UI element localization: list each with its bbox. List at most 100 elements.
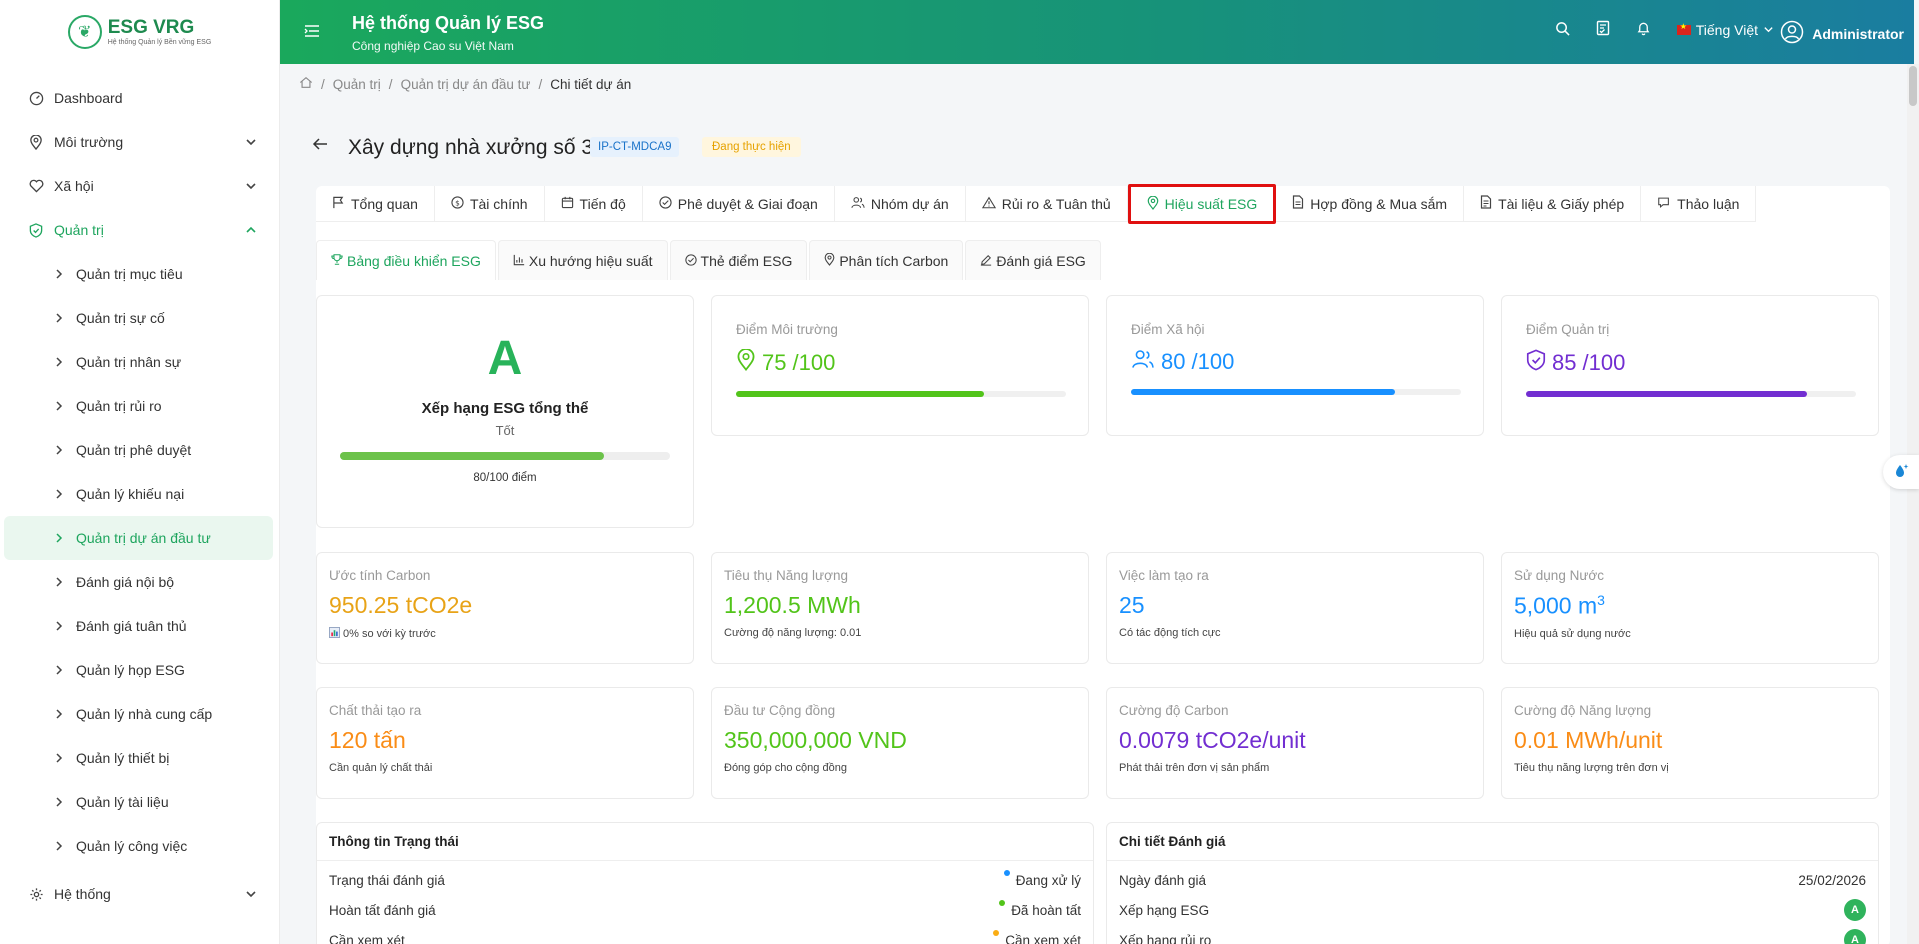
project-code-badge: IP-CT-MDCA9 — [590, 137, 680, 157]
tab-team[interactable]: Nhóm dự án — [834, 186, 966, 222]
sidebar-subitem[interactable]: Quản trị dự án đầu tư — [4, 516, 273, 560]
language-selector[interactable]: Tiếng Việt — [1676, 22, 1774, 38]
subtab-scorecard[interactable]: Thẻ điểm ESG — [669, 240, 808, 280]
sidebar-subitem-label: Quản trị sự cố — [76, 310, 165, 326]
subtab-carbon-analysis[interactable]: Phân tích Carbon — [809, 240, 964, 280]
tab-finance[interactable]: $ Tài chính — [434, 186, 545, 222]
shield-check-icon — [28, 222, 44, 238]
status-value: Cần xem xét — [1005, 932, 1081, 944]
sidebar-subitem[interactable]: Đánh giá nội bộ — [0, 560, 279, 604]
metric-note: Tiêu thụ năng lượng trên đơn vị — [1514, 762, 1669, 774]
tab-progress[interactable]: Tiến độ — [544, 186, 643, 222]
chart-icon — [329, 627, 340, 641]
overall-grade: A — [487, 332, 523, 385]
sidebar-subitem[interactable]: Quản lý công việc — [0, 824, 279, 868]
score-bar — [1131, 389, 1461, 395]
sidebar-item-label: Môi trường — [54, 134, 124, 150]
chevron-right-icon — [54, 620, 64, 632]
sidebar-subitem[interactable]: Quản trị mục tiêu — [0, 252, 279, 296]
breadcrumb-link[interactable]: Quản trị — [332, 76, 381, 92]
sidebar-subitem[interactable]: Quản trị sự cố — [0, 296, 279, 340]
sidebar-subitem-label: Quản trị rủi ro — [76, 398, 162, 414]
tab-label: Hiệu suất ESG — [1164, 196, 1258, 212]
score-bar — [1526, 391, 1856, 397]
sidebar-subitem[interactable]: Quản trị nhân sự — [0, 340, 279, 384]
metric-label: Cường độ Năng lượng — [1514, 703, 1652, 718]
sidebar-item-label: Dashboard — [54, 90, 123, 106]
tab-approval[interactable]: Phê duyệt & Giai đoạn — [642, 186, 835, 222]
tab-label: Tiến độ — [579, 195, 626, 212]
top-header: Hệ thống Quản lý ESG Công nghiệp Cao su … — [280, 0, 1914, 64]
chevron-right-icon — [54, 356, 64, 368]
metric-energy-consumption: Tiêu thụ Năng lượng 1,200.5 MWh Cường độ… — [711, 552, 1089, 664]
user-name: Administrator — [1812, 25, 1904, 42]
sidebar-subitem[interactable]: Quản lý tài liệu — [0, 780, 279, 824]
grade-badge: A — [1844, 899, 1866, 921]
chevron-right-icon — [54, 708, 64, 720]
sidebar-item-dashboard[interactable]: Dashboard — [0, 76, 279, 120]
chevron-down-icon — [245, 135, 257, 151]
tab-documents[interactable]: Tài liệu & Giấy phép — [1464, 186, 1642, 222]
status-dot — [999, 900, 1006, 906]
tab-label: Thảo luận — [1677, 195, 1740, 212]
grade-badge: A — [1844, 929, 1866, 944]
search-icon[interactable] — [1555, 21, 1570, 39]
home-icon[interactable] — [299, 76, 313, 92]
metric-label: Ước tính Carbon — [329, 568, 431, 583]
chevron-right-icon — [54, 664, 64, 676]
score-label: Điểm Môi trường — [736, 322, 838, 337]
sidebar-item-system[interactable]: Hệ thống — [0, 872, 279, 916]
menu-toggle-icon[interactable] — [304, 24, 320, 41]
chevron-right-icon — [54, 312, 64, 324]
evaluation-detail-title: Chi tiết Đánh giá — [1107, 823, 1878, 861]
tab-contracts[interactable]: Hợp đồng & Mua sắm — [1276, 186, 1465, 222]
tab-esg-performance[interactable]: Hiệu suất ESG — [1127, 184, 1277, 224]
page-scrollbar[interactable] — [1907, 64, 1919, 944]
metric-note: Hiệu quả sử dụng nước — [1514, 627, 1631, 640]
sidebar-subitem[interactable]: Đánh giá tuân thủ — [0, 604, 279, 648]
metric-carbon-intensity: Cường độ Carbon 0.0079 tCO2e/unit Phát t… — [1106, 687, 1484, 799]
sidebar-subitem[interactable]: Quản lý nhà cung cấp — [0, 692, 279, 736]
tab-overview[interactable]: Tổng quan — [316, 186, 435, 222]
metric-label: Sử dụng Nước — [1514, 568, 1604, 583]
metric-value: 0.01 MWh/unit — [1514, 727, 1663, 753]
sidebar-subitem[interactable]: Quản trị phê duyệt — [0, 428, 279, 472]
user-menu[interactable]: Administrator — [1780, 20, 1904, 47]
sidebar-subitem[interactable]: Quản trị rủi ro — [0, 384, 279, 428]
breadcrumb-link[interactable]: Quản trị dự án đầu tư — [400, 76, 531, 92]
score-value: 75 — [762, 350, 787, 375]
chevron-right-icon — [54, 752, 64, 764]
calendar-icon — [561, 196, 574, 212]
sidebar-item-governance[interactable]: Quản trị — [0, 208, 279, 252]
metric-value: 1,200.5 MWh — [724, 592, 861, 618]
brand-logo[interactable]: ❦ ESG VRG Hệ thống Quản lý Bền vững ESG — [0, 0, 279, 64]
tab-label: Hợp đồng & Mua sắm — [1310, 195, 1448, 212]
status-row: Hoàn tất đánh giá Đã hoàn tất — [317, 895, 1093, 925]
tab-risk[interactable]: Rủi ro & Tuân thủ — [965, 186, 1128, 222]
sidebar-subitem[interactable]: Quản lý họp ESG — [0, 648, 279, 692]
gear-icon — [28, 886, 44, 902]
metric-note: Cần quản lý chất thải — [329, 762, 433, 774]
sidebar-subitem-label: Quản lý khiếu nại — [76, 486, 185, 502]
back-arrow-icon[interactable] — [312, 137, 328, 154]
subtab-label: Đánh giá ESG — [996, 252, 1086, 269]
sidebar-item-environment[interactable]: Môi trường — [0, 120, 279, 164]
sidebar-subitem[interactable]: Quản lý khiếu nại — [0, 472, 279, 516]
sidebar-subitem-label: Quản lý nhà cung cấp — [76, 706, 213, 722]
subtab-esg-dashboard[interactable]: Bảng điều khiển ESG — [316, 240, 496, 280]
subtab-performance-trend[interactable]: Xu hướng hiệu suất — [497, 240, 668, 280]
floating-assistant-button[interactable] — [1883, 455, 1919, 489]
tasks-icon[interactable] — [1596, 20, 1610, 39]
sidebar-subitem-label: Quản trị nhân sự — [76, 354, 182, 370]
sidebar-subitem[interactable]: Quản lý thiết bị — [0, 736, 279, 780]
metric-waste-generated: Chất thải tạo ra 120 tấn Cần quản lý chấ… — [316, 687, 694, 799]
bell-icon[interactable] — [1636, 20, 1651, 39]
environment-score-card: Điểm Môi trường 75/100 — [711, 295, 1089, 436]
metric-value: 25 — [1119, 592, 1145, 618]
tab-discussion[interactable]: Thảo luận — [1641, 186, 1757, 222]
subtab-esg-evaluation[interactable]: Đánh giá ESG — [965, 240, 1101, 280]
tab-label: Rủi ro & Tuân thủ — [1001, 195, 1111, 212]
sidebar-subitem-label: Quản lý công việc — [76, 838, 188, 854]
sidebar-item-social[interactable]: Xã hội — [0, 164, 279, 208]
scrollbar-thumb[interactable] — [1909, 66, 1917, 106]
